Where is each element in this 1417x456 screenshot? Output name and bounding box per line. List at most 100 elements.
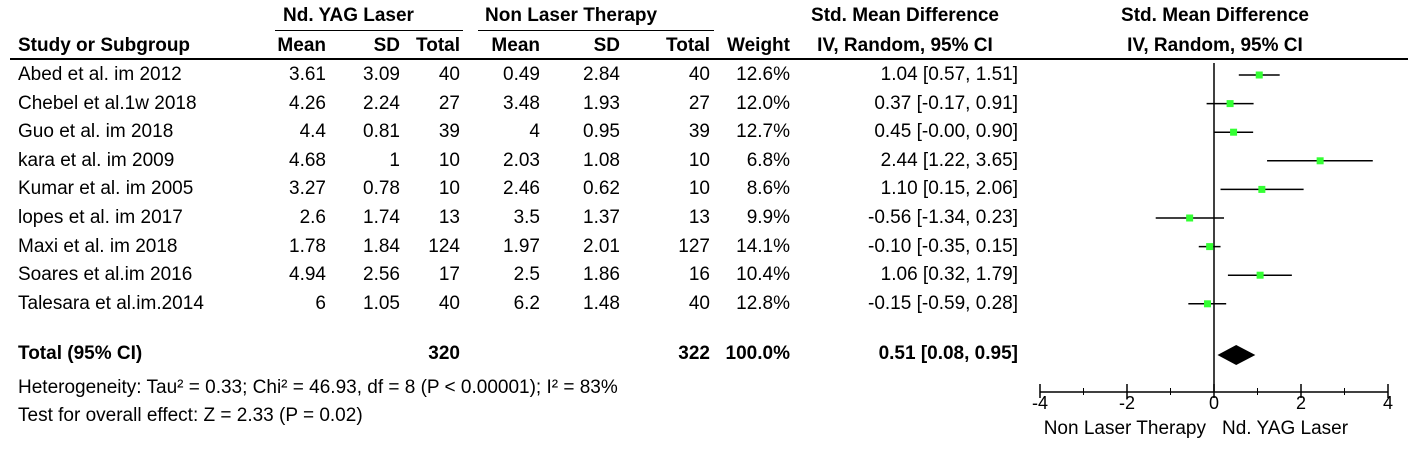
sd1-cell: 0.81 — [363, 121, 400, 143]
mean2-col-header: Mean — [491, 35, 540, 56]
ci-cell: -0.10 [-0.35, 0.15] — [868, 235, 1018, 257]
sd2-cell: 0.62 — [583, 178, 620, 200]
study-name: Talesara et al.im.2014 — [18, 292, 204, 314]
sd1-cell: 1.84 — [363, 235, 400, 257]
sd2-cell: 0.95 — [583, 121, 620, 143]
total2-value: 322 — [678, 343, 710, 364]
total2-cell: 39 — [688, 121, 710, 143]
sd1-cell: 2.56 — [363, 264, 400, 286]
total2-cell: 27 — [688, 92, 710, 114]
study-name: Maxi et al. im 2018 — [18, 235, 178, 257]
ci-cell: 0.45 [-0.00, 0.90] — [874, 121, 1018, 143]
study-name: Guo et al. im 2018 — [18, 121, 174, 143]
group2-header: Non Laser Therapy — [485, 5, 658, 26]
total2-cell: 10 — [688, 149, 710, 171]
study-name: lopes et al. im 2017 — [18, 207, 183, 228]
heterogeneity-text: Heterogeneity: Tau² = 0.33; Chi² = 46.93… — [18, 377, 618, 398]
sd2-cell: 1.93 — [583, 92, 620, 114]
study-name: Abed et al. im 2012 — [18, 64, 182, 85]
header-rule — [10, 58, 1408, 60]
weight-cell: 9.9% — [746, 207, 790, 228]
sd2-cell: 1.48 — [583, 292, 620, 314]
study-name: Kumar et al. im 2005 — [18, 178, 194, 200]
point-estimate — [1256, 271, 1264, 279]
mean1-cell: 3.27 — [289, 178, 326, 200]
smd-subheader: IV, Random, 95% CI — [817, 35, 993, 56]
weight-cell: 6.8% — [746, 149, 790, 171]
point-estimate — [1226, 100, 1234, 108]
x-tick-label: 0 — [1209, 393, 1219, 413]
mean2-cell: 2.46 — [503, 178, 540, 200]
overall-effect-text: Test for overall effect: Z = 2.33 (P = 0… — [18, 405, 363, 426]
point-estimate — [1255, 71, 1263, 79]
sd2-cell: 2.84 — [583, 64, 620, 85]
mean1-col-header: Mean — [277, 35, 326, 56]
mean2-cell: 0.49 — [503, 64, 540, 85]
mean2-cell: 4 — [529, 121, 540, 143]
total-label: Total (95% CI) — [18, 343, 143, 364]
mean1-cell: 3.61 — [289, 64, 326, 85]
study-name: Chebel et al.1w 2018 — [18, 92, 197, 114]
sd1-cell: 3.09 — [363, 64, 400, 85]
mean1-cell: 4.68 — [289, 149, 326, 171]
mean2-cell: 2.5 — [513, 264, 540, 286]
group2-underline — [478, 30, 714, 31]
mean2-cell: 3.5 — [513, 207, 540, 228]
plot-subheader: IV, Random, 95% CI — [1127, 35, 1303, 56]
mean2-cell: 1.97 — [503, 235, 540, 257]
mean1-cell: 4.4 — [299, 121, 326, 143]
total2-cell: 127 — [678, 235, 710, 257]
mean1-cell: 4.26 — [289, 92, 326, 114]
sd1-cell: 1 — [389, 149, 400, 171]
point-estimate — [1230, 128, 1238, 136]
total1-col-header: Total — [416, 35, 460, 56]
ci-cell: 1.06 [0.32, 1.79] — [880, 264, 1018, 286]
x-label-left: Non Laser Therapy — [1044, 418, 1207, 439]
total2-cell: 40 — [688, 292, 710, 314]
group1-underline — [275, 30, 463, 31]
weight-cell: 12.6% — [736, 64, 790, 85]
pooled-diamond — [1217, 345, 1256, 365]
x-tick-label: 4 — [1383, 393, 1393, 413]
mean1-cell: 4.94 — [289, 264, 326, 286]
ci-cell: -0.15 [-0.59, 0.28] — [868, 292, 1018, 314]
x-tick-label: -4 — [1032, 393, 1048, 413]
total1-cell: 13 — [438, 207, 460, 228]
total1-cell: 40 — [438, 64, 460, 85]
mean2-cell: 3.48 — [503, 92, 540, 114]
total2-cell: 16 — [688, 264, 710, 286]
total2-cell: 40 — [688, 64, 710, 85]
ci-cell: 1.04 [0.57, 1.51] — [880, 64, 1018, 85]
total1-cell: 17 — [438, 264, 460, 286]
total2-col-header: Total — [666, 35, 710, 56]
total1-cell: 40 — [438, 292, 460, 314]
point-estimate — [1316, 157, 1324, 165]
smd-header: Std. Mean Difference — [811, 5, 999, 26]
weight-col-header: Weight — [727, 35, 790, 56]
total1-cell: 39 — [438, 121, 460, 143]
total1-cell: 27 — [438, 92, 460, 114]
mean1-cell: 6 — [315, 292, 326, 314]
plot-header: Std. Mean Difference — [1121, 5, 1309, 26]
point-estimate — [1258, 185, 1266, 193]
weight-cell: 12.7% — [736, 121, 790, 143]
mean2-cell: 2.03 — [503, 149, 540, 171]
total1-cell: 124 — [428, 235, 460, 257]
sd1-cell: 1.05 — [363, 292, 400, 314]
x-label-right: Nd. YAG Laser — [1222, 418, 1349, 439]
total2-cell: 10 — [688, 178, 710, 200]
ci-cell: 0.37 [-0.17, 0.91] — [874, 92, 1018, 114]
weight-cell: 8.6% — [746, 178, 790, 200]
total-weight: 100.0% — [725, 343, 790, 364]
x-tick-label: -2 — [1119, 393, 1135, 413]
weight-cell: 12.8% — [736, 292, 790, 314]
mean1-cell: 1.78 — [289, 235, 326, 257]
x-tick-label: 2 — [1296, 393, 1306, 413]
study-name: kara et al. im 2009 — [18, 149, 175, 171]
point-estimate — [1186, 214, 1194, 222]
total1-value: 320 — [428, 343, 460, 364]
ci-cell: 2.44 [1.22, 3.65] — [880, 149, 1018, 171]
sd2-col-header: SD — [593, 35, 620, 56]
sd2-cell: 2.01 — [583, 235, 620, 257]
